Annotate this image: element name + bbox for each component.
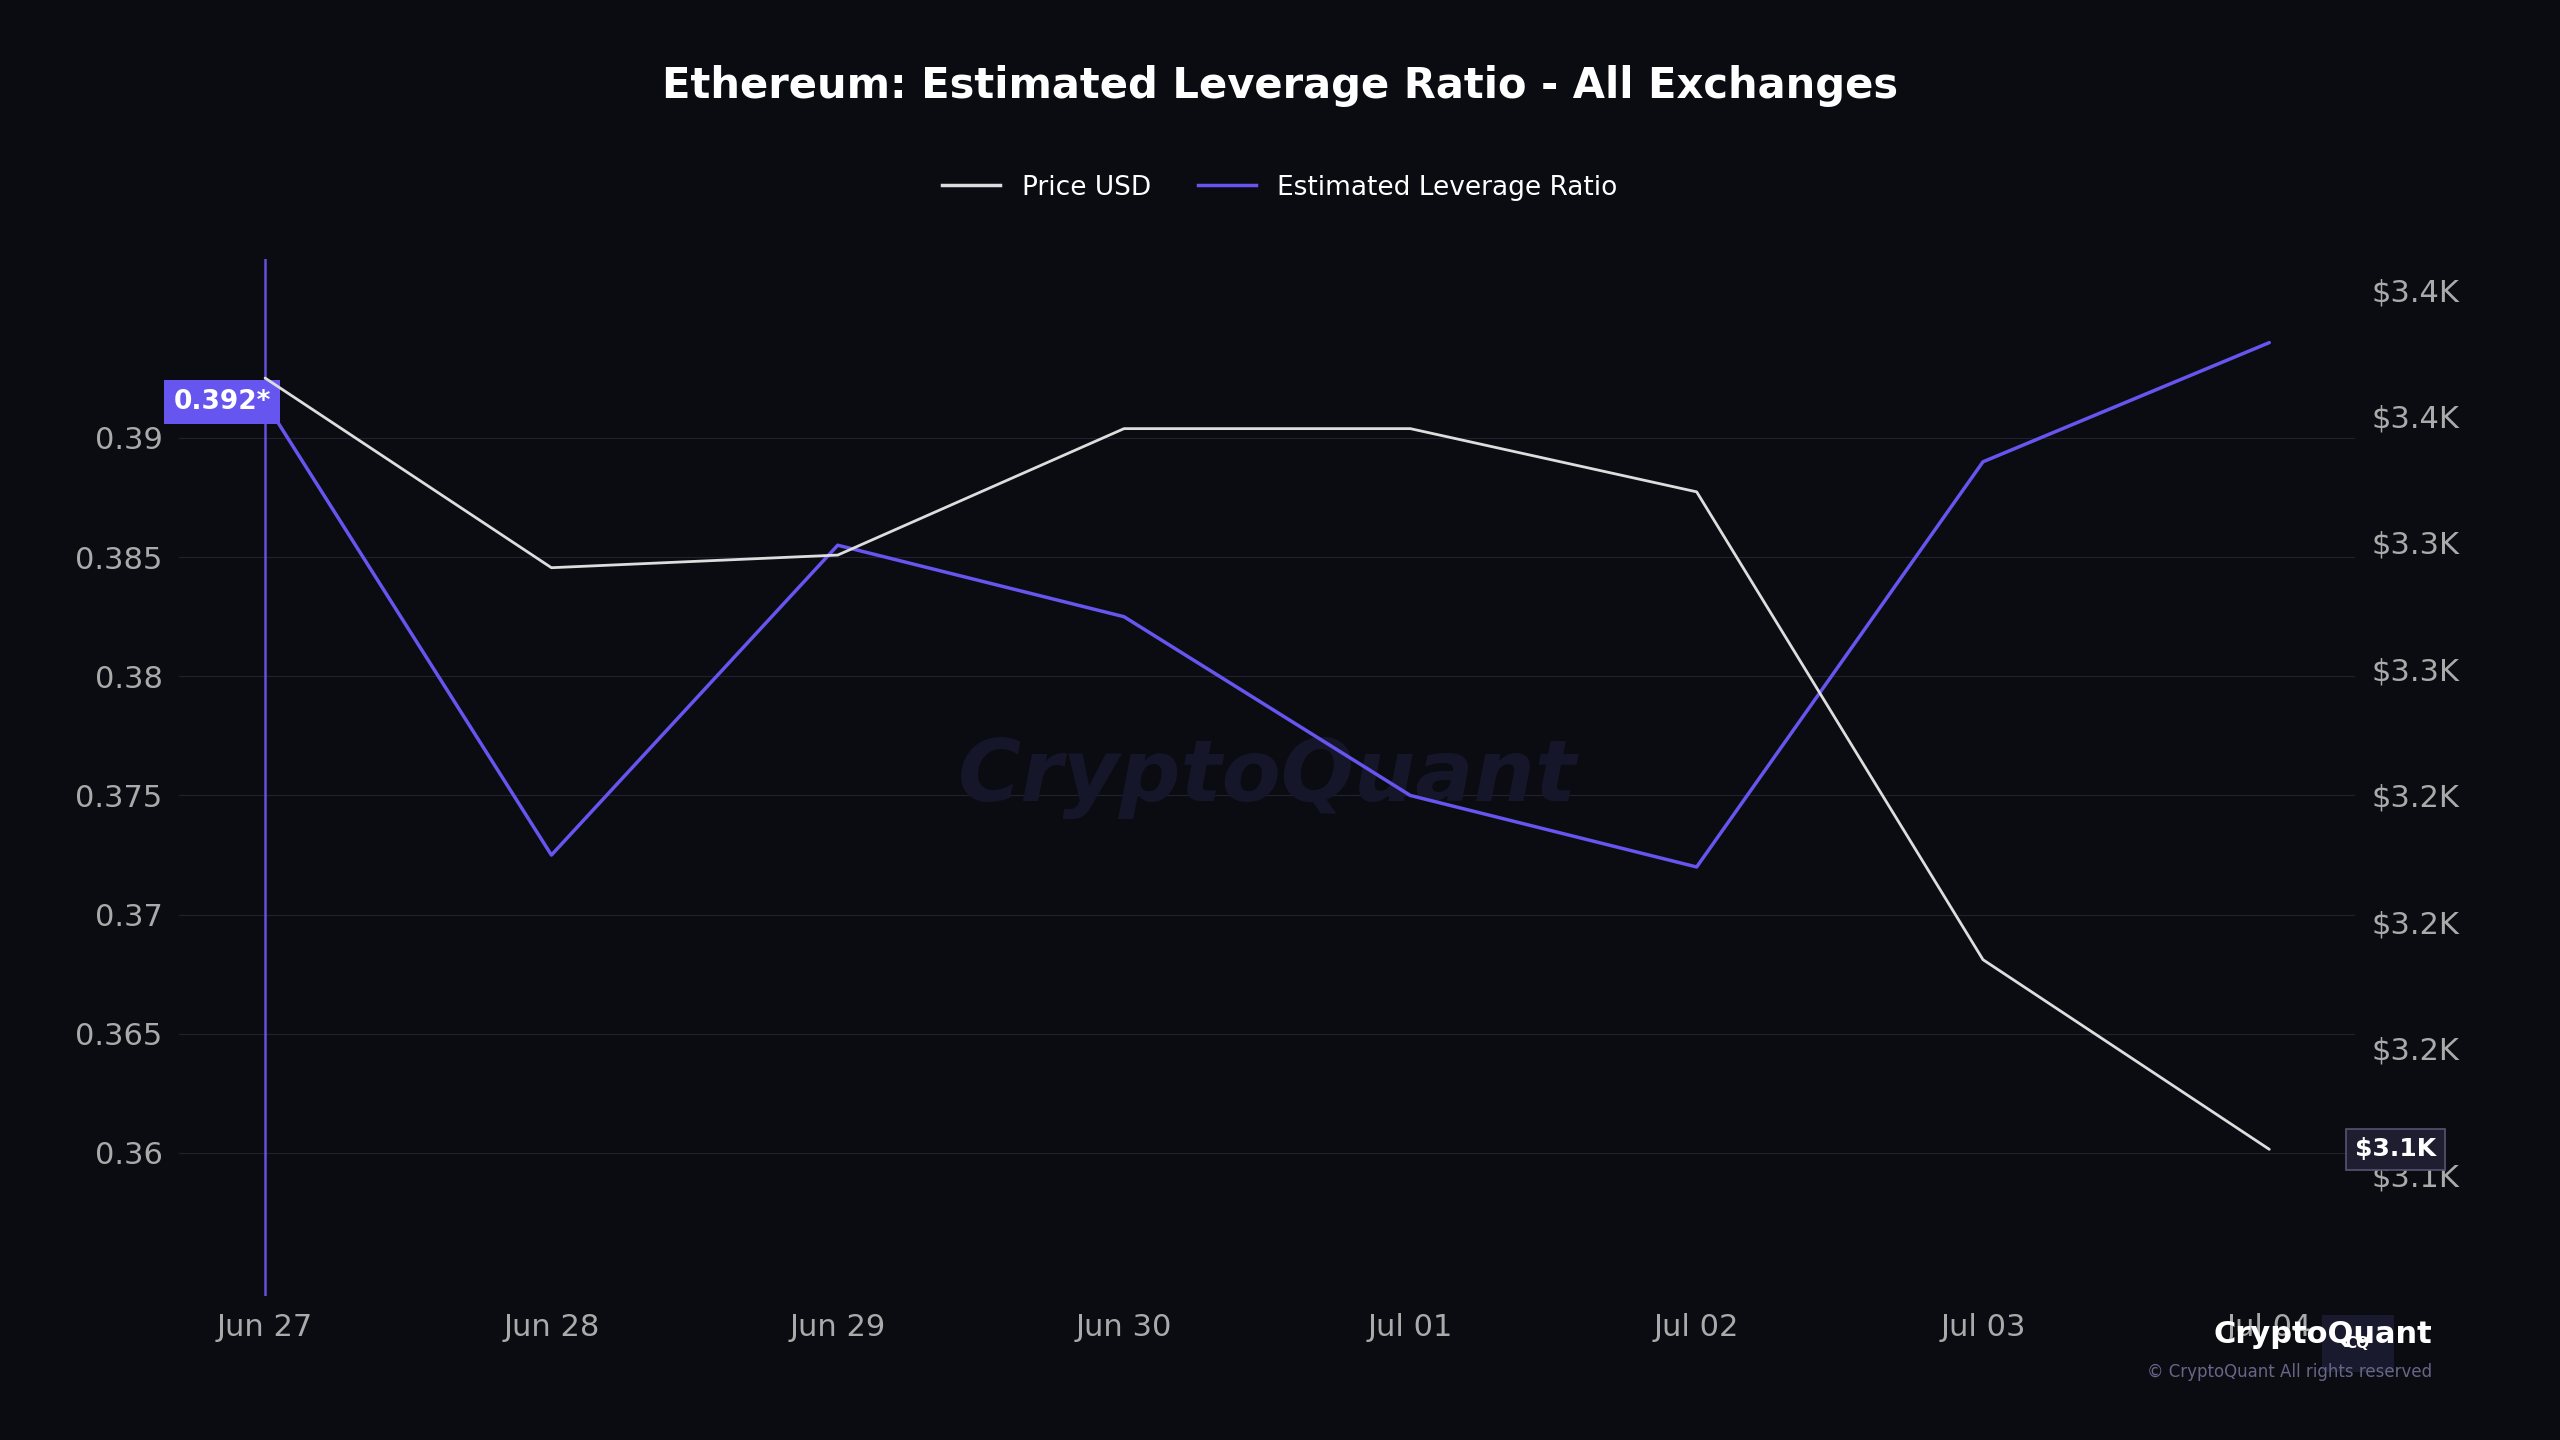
Text: CryptoQuant: CryptoQuant: [2214, 1320, 2432, 1349]
Text: Ethereum: Estimated Leverage Ratio - All Exchanges: Ethereum: Estimated Leverage Ratio - All…: [663, 65, 1897, 108]
Text: CQ: CQ: [2345, 1336, 2371, 1351]
Text: CryptoQuant: CryptoQuant: [957, 736, 1577, 819]
Text: 0.392*: 0.392*: [174, 389, 271, 415]
Legend: Price USD, Estimated Leverage Ratio: Price USD, Estimated Leverage Ratio: [932, 164, 1628, 212]
Text: © CryptoQuant All rights reserved: © CryptoQuant All rights reserved: [2148, 1364, 2432, 1381]
Text: $3.1K: $3.1K: [2355, 1138, 2437, 1161]
